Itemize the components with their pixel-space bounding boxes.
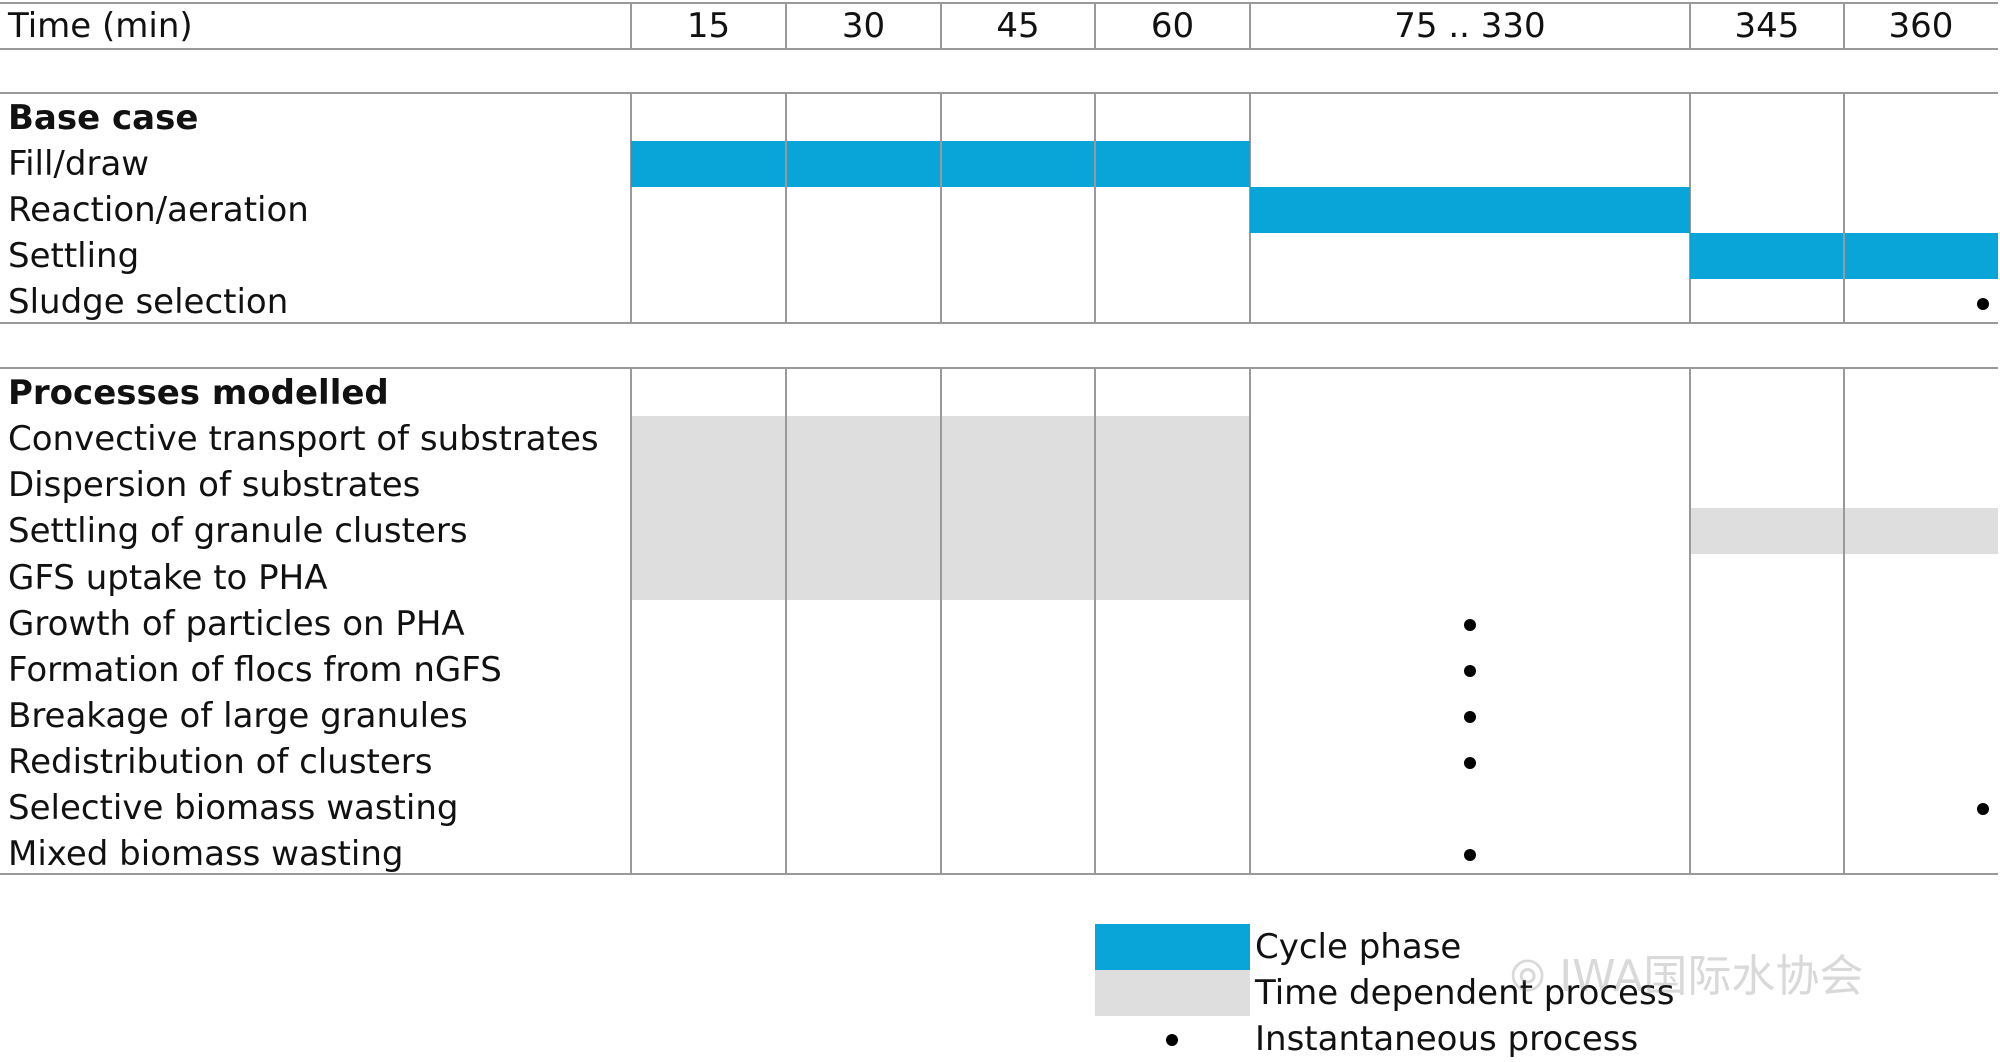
- legend-swatch-time-dependent: [1095, 970, 1250, 1016]
- row-label-convective-transport: Convective transport of substrates: [8, 419, 599, 459]
- row-label-breakage-granules: Breakage of large granules: [8, 696, 468, 736]
- time-axis-label: Time (min): [8, 6, 193, 46]
- section-title-processes-modelled: Processes modelled: [8, 373, 389, 413]
- row-label-settling-granule-clusters: Settling of granule clusters: [8, 511, 468, 551]
- cycle-phase-bar-1: [1250, 187, 1690, 233]
- row-label-redistribution: Redistribution of clusters: [8, 742, 433, 782]
- column-header-30: 30: [841, 6, 886, 46]
- column-header-60: 60: [1150, 6, 1195, 46]
- row-label-selective-wasting: Selective biomass wasting: [8, 788, 459, 828]
- row-label-formation-flocs: Formation of flocs from nGFS: [8, 650, 502, 690]
- row-label-dispersion: Dispersion of substrates: [8, 465, 421, 505]
- row-label-fill-draw: Fill/draw: [8, 144, 150, 184]
- legend-label-time-dependent: Time dependent process: [1255, 973, 1675, 1013]
- wechat-logo-icon: ⦾: [1510, 951, 1546, 1002]
- column-header-360: 360: [1888, 6, 1954, 46]
- legend-label-instantaneous: Instantaneous process: [1255, 1019, 1639, 1059]
- column-header-345: 345: [1734, 6, 1800, 46]
- legend-swatch-instantaneous: [1166, 1034, 1178, 1046]
- watermark: ⦾ IWA国际水协会: [1510, 940, 1863, 1004]
- column-header-45: 45: [996, 6, 1040, 46]
- row-label-reaction-aeration: Reaction/aeration: [8, 190, 309, 230]
- instantaneous-dot-6: [1464, 849, 1476, 861]
- row-label-settling: Settling: [8, 236, 140, 276]
- instantaneous-dot-2: [1464, 665, 1476, 677]
- legend-swatch-cycle-phase: [1095, 924, 1250, 970]
- row-label-mixed-wasting: Mixed biomass wasting: [8, 834, 404, 874]
- legend-label-cycle-phase: Cycle phase: [1255, 927, 1462, 967]
- instantaneous-dot-1: [1464, 619, 1476, 631]
- column-header-15: 15: [686, 6, 731, 46]
- instantaneous-dot-0: [1977, 298, 1989, 310]
- column-header-75-330: 75 .. 330: [1394, 6, 1546, 46]
- section-title-base-case: Base case: [8, 98, 199, 138]
- instantaneous-dot-3: [1464, 711, 1476, 723]
- instantaneous-dot-4: [1464, 757, 1476, 769]
- watermark-text: IWA国际水协会: [1559, 951, 1864, 1002]
- row-label-growth-particles: Growth of particles on PHA: [8, 604, 465, 644]
- row-label-gfs-uptake: GFS uptake to PHA: [8, 558, 328, 598]
- instantaneous-dot-5: [1977, 803, 1989, 815]
- row-label-sludge-selection: Sludge selection: [8, 282, 289, 322]
